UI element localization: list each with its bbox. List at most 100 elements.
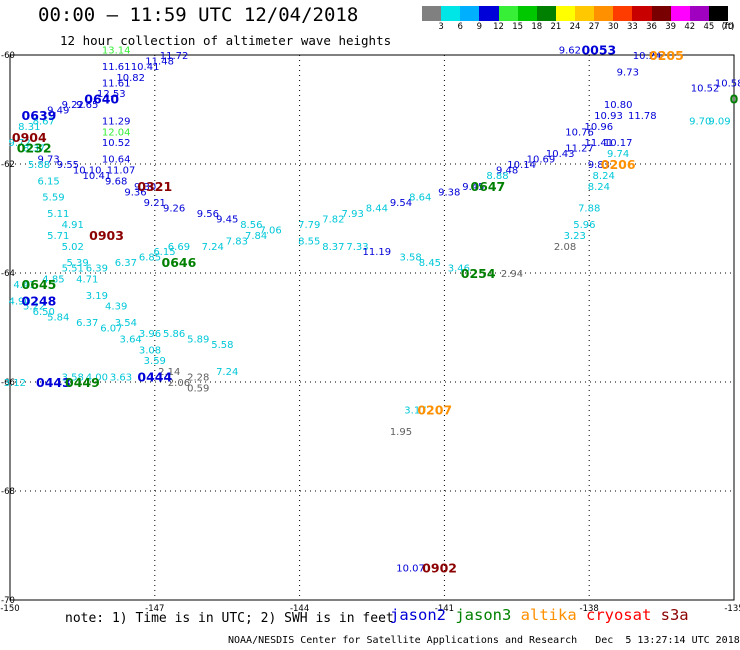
wave-height-value: 5.84 [47,313,69,324]
wave-height-value: 5.59 [42,193,64,204]
wave-height-value: 9.49 [47,106,69,117]
latitude-tick-label: -64 [1,269,15,279]
wave-height-value: 11.72 [160,51,189,62]
latitude-tick-label: -68 [1,487,15,497]
colorbar-unit-label: (ft) [721,22,735,32]
wave-height-value: 8.88 [486,171,508,182]
wave-height-value: 10.80 [604,100,633,111]
track-time-label: 0443 [36,375,71,390]
track-time-label: 0232 [17,141,52,156]
wave-height-value: 10.41 [131,62,160,73]
wave-height-value: 10.82 [116,73,145,84]
wave-height-value: 4.71 [76,274,98,285]
wave-height-value: 4.91 [62,220,84,231]
wave-height-value: 10.17 [604,138,633,149]
wave-height-value: 7.84 [245,231,267,242]
wave-height-value: 9.36 [124,187,146,198]
wave-height-value: 9.62 [559,46,581,57]
wave-height-value: 9.68 [105,176,127,187]
wave-height-value: 11.61 [102,78,131,89]
wave-height-value: 8.31 [18,122,40,133]
wave-height-value: 11.61 [102,62,131,73]
colorbar-tick-label: 45 [703,22,715,32]
colorbar-swatch [460,6,480,21]
wave-height-value: 3.58 [399,253,421,264]
wave-height-value: 11.29 [102,116,131,127]
wave-height-value: 5.58 [211,340,233,351]
wave-height-value: 10.69 [527,155,556,166]
colorbar-tick-label: 18 [531,22,543,32]
wave-height-value: 7.88 [578,204,600,215]
wave-height-value: 4.39 [105,302,127,313]
footer-note: note: 1) Time is in UTC; 2) SWH is in fe… [65,611,394,626]
wave-height-value: 3.19 [86,291,108,302]
map-frame [9,54,735,601]
wave-height-value: 2.94 [501,269,523,280]
wave-height-value: 6.15 [37,176,59,187]
track-time-label: 0207 [417,402,452,417]
wave-height-value: 7.24 [216,367,238,378]
track-time-label: 0647 [470,179,505,194]
colorbar-swatch [479,6,499,21]
wave-height-value: 11.27 [565,144,594,155]
colorbar-swatch [670,6,690,21]
wave-height-value: 3.46 [448,264,470,275]
wave-height-value: 10.43 [546,149,575,160]
map-title: 00:00 – 11:59 UTC 12/04/2018 [38,4,359,26]
wave-height-value: 10.52 [102,138,131,149]
wave-height-value: 9.70 [689,116,711,127]
wave-height-value: 6.50 [33,307,55,318]
wave-height-value: 4.85 [42,274,64,285]
track-time-label: 0639 [22,108,57,123]
latitude-tick-label: -60 [1,51,15,61]
wave-height-value: 8.67 [33,116,55,127]
wave-height-value: 1.95 [390,427,412,438]
wave-height-value: 11.41 [585,138,614,149]
wave-height-value: 10.07 [396,563,425,574]
satellite-legend-jason3: jason3 [455,606,521,624]
colorbar-swatch [517,6,537,21]
wave-height-value: 7.33 [346,242,368,253]
track-time-label: 0902 [422,560,457,575]
lat-lon-grid [10,55,734,600]
colorbar-tick-label: 27 [588,22,600,32]
wave-height-value: 3.08 [139,345,161,356]
wave-height-value: 8.64 [409,193,431,204]
track-time-label: 0248 [22,293,57,308]
wave-height-value: 9.83 [588,160,610,171]
wave-height-value: 9.74 [607,149,629,160]
colorbar-tick-label: 39 [665,22,677,32]
satellite-legend: jason2 jason3 altika cryosat s3a [390,606,689,624]
latitude-tick-label: -70 [1,596,15,606]
wave-height-value: 9.45 [216,215,238,226]
track-time-label: 0444 [137,370,172,385]
colorbar-tick-label: 36 [646,22,657,32]
wave-height-value: 10.96 [585,122,614,133]
wave-height-observations: 13.14 11.7211.4810.4111.6110.8211.6112.53… [4,46,740,575]
longitude-tick-label: -138 [580,604,599,614]
colorbar-swatch [632,6,652,21]
wave-height-value: 3.23 [564,231,586,242]
wave-height-value: 10.64 [102,155,131,166]
wave-height-value: 3.59 [144,356,166,367]
wave-height-value: 11.48 [145,56,174,67]
wave-height-value: 5.86 [163,329,185,340]
wave-height-value: 10.10 [73,165,102,176]
satellite-legend-jason2: jason2 [390,606,456,624]
satellite-legend-cryosat: cryosat [585,606,661,624]
wave-height-value: 6.07 [100,324,122,335]
colorbar-swatch [689,6,709,21]
wave-height-value: 5.02 [62,242,84,253]
track-time-label: 0321 [137,179,172,194]
wave-height-value: 2.06 [168,378,190,389]
wave-height-value: 4.00 [86,373,108,384]
wave-height-value: 6.37 [115,258,137,269]
satellite-legend-altika: altika [520,606,586,624]
wave-height-value: 5.51 [62,264,84,275]
track-time-label: 0254 [461,266,496,281]
wave-height-value: 9.73 [37,155,59,166]
colorbar-tick-label: 33 [626,22,638,32]
wave-height-value: 6.69 [168,242,190,253]
wave-height-value: 8.24 [593,171,615,182]
map-subtitle: 12 hour collection of altimeter wave hei… [60,33,392,48]
